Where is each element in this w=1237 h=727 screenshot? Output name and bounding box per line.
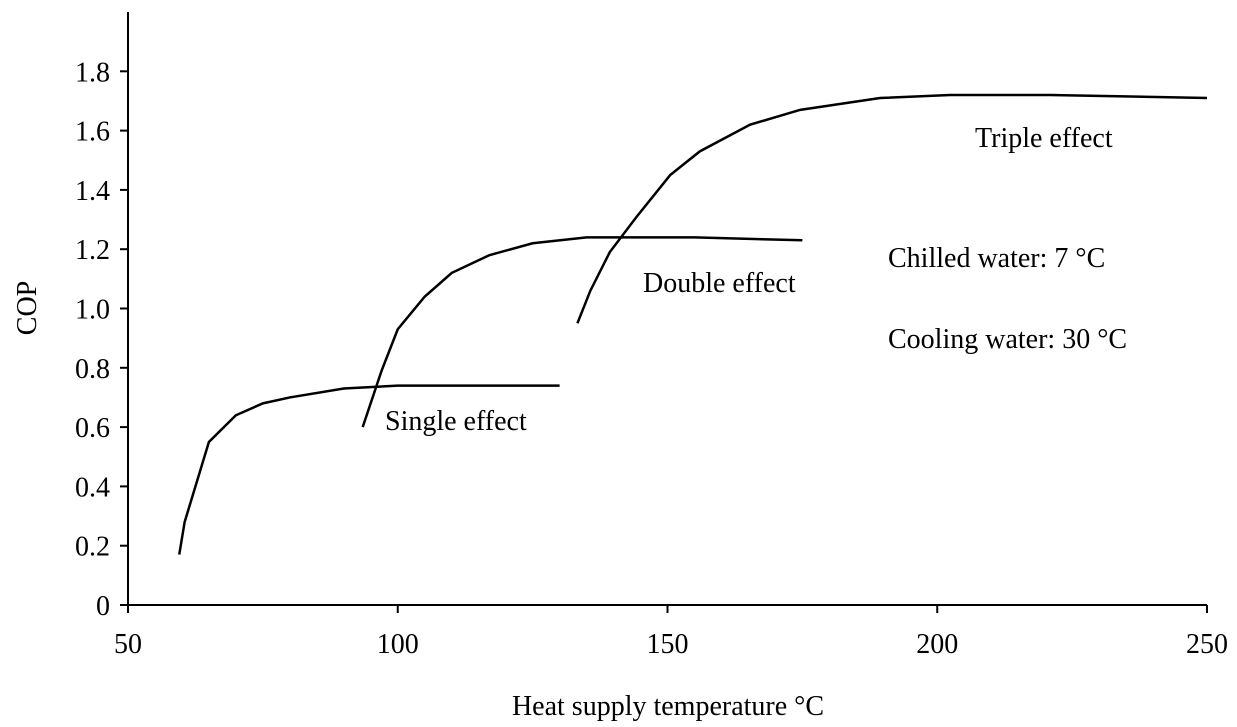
y-tick-label: 0.6 [75,413,110,444]
y-tick-label: 1.4 [75,176,110,207]
x-tick-label: 200 [916,629,958,660]
series-label: Triple effect [975,123,1113,154]
line [361,236,803,428]
x-tick-label: 50 [114,629,142,660]
y-tick-label: 0 [96,591,110,622]
y-tick-label: 0.2 [75,532,110,563]
x-axis-label: Heat supply temperature °C [512,691,824,722]
line [576,93,1208,324]
y-tick-label: 1.6 [75,117,110,148]
x-tick-label: 150 [647,629,689,660]
annotation: Chilled water: 7 °C [888,243,1105,274]
line [178,384,560,555]
series-label: Single effect [385,406,527,437]
y-tick-label: 0.8 [75,354,110,385]
y-tick-label: 1.8 [75,57,110,88]
x-tick-label: 100 [377,629,419,660]
annotation: Cooling water: 30 °C [888,324,1127,355]
y-tick-label: 0.4 [75,472,110,503]
series-label: Double effect [643,268,796,299]
x-tick-label: 250 [1186,629,1228,660]
y-axis-label: COP [12,281,43,335]
y-tick-label: 1.2 [75,235,110,266]
y-tick-label: 1.0 [75,295,110,326]
